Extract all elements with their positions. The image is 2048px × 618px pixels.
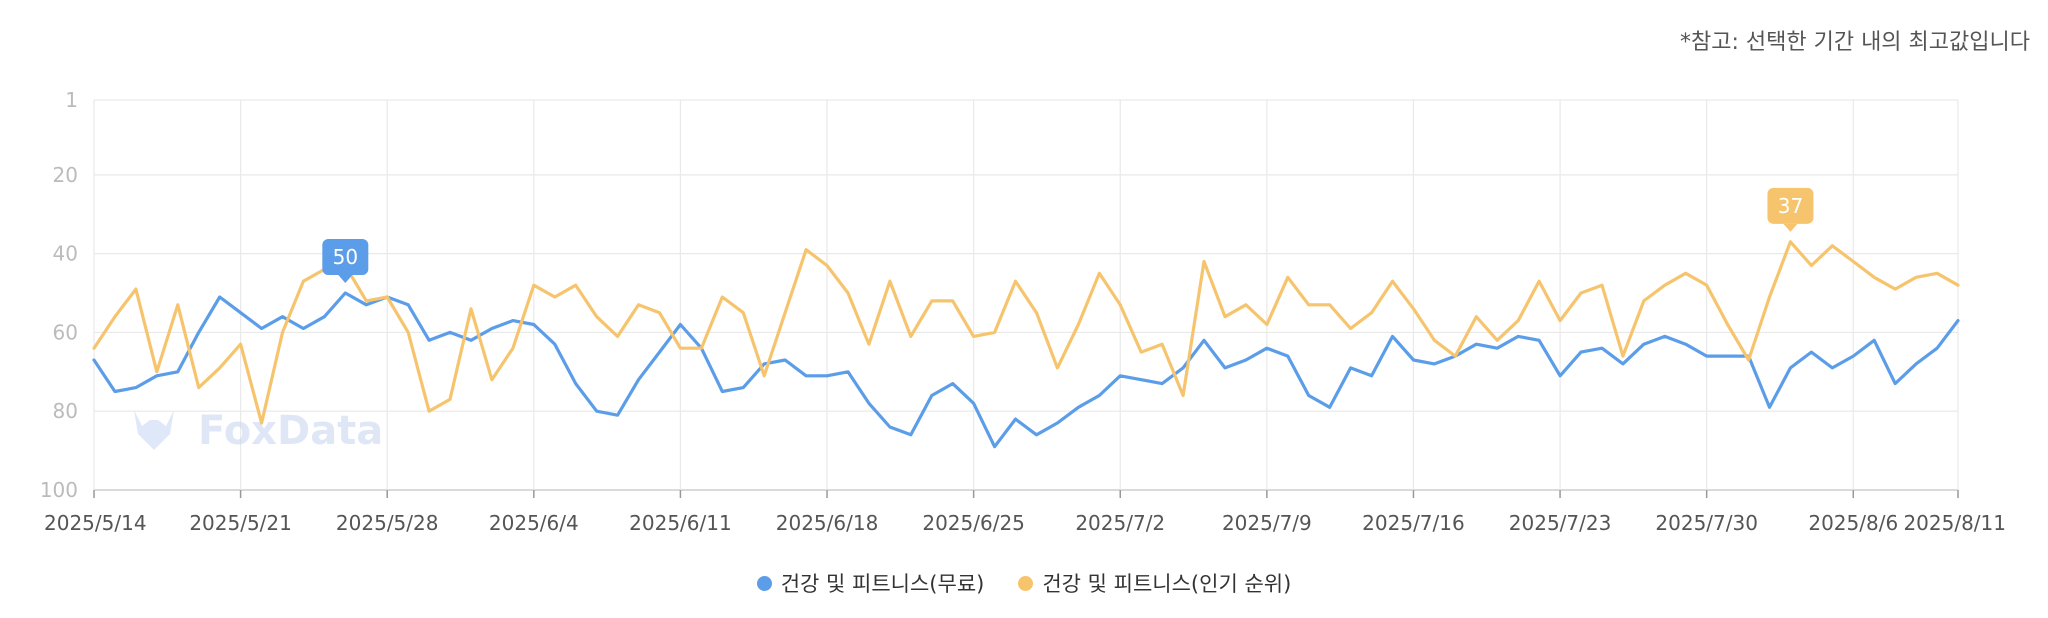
legend-item-popular[interactable]: 건강 및 피트니스(인기 순위)	[1018, 568, 1291, 598]
x-tick-label: 2025/7/2	[1075, 511, 1165, 535]
y-tick-label: 20	[53, 163, 78, 187]
peak-callout-0: 50	[322, 239, 369, 284]
y-tick-label: 60	[53, 320, 78, 344]
peak-callout-box	[1767, 187, 1814, 224]
x-tick-label: 2025/6/25	[922, 511, 1025, 535]
legend-dot-popular	[1018, 575, 1034, 591]
peak-callout-label: 37	[1778, 194, 1803, 218]
watermark-text: FoxData	[198, 408, 383, 454]
legend-item-free[interactable]: 건강 및 피트니스(무료)	[756, 568, 985, 598]
legend-label-popular: 건강 및 피트니스(인기 순위)	[1042, 572, 1292, 596]
chart-note: *참고: 선택한 기간 내의 최고값입니다	[1680, 30, 2030, 55]
legend-dot-free	[756, 575, 772, 591]
x-tick-label: 2025/7/9	[1222, 511, 1312, 535]
y-tick-label: 1	[65, 88, 78, 112]
y-tick-label: 40	[53, 242, 78, 266]
x-tick-label: 2025/7/23	[1509, 511, 1612, 535]
series-lines	[92, 240, 1960, 449]
peak-callout-pointer	[1783, 223, 1798, 232]
x-tick-label: 2025/6/4	[489, 511, 579, 535]
x-tick-label: 2025/8/11	[1903, 511, 2006, 535]
x-tick-label: 2025/7/16	[1362, 511, 1465, 535]
peak-callout-box	[322, 239, 369, 276]
peak-callout-pointer	[338, 275, 353, 284]
x-tick-label: 2025/6/18	[776, 511, 879, 535]
legend-label-free: 건강 및 피트니스(무료)	[780, 572, 985, 596]
peak-callout-1: 37	[1767, 187, 1814, 232]
y-tick-label: 100	[40, 478, 78, 502]
x-tick-label: 2025/5/14	[44, 511, 147, 535]
x-tick-label: 2025/7/30	[1655, 511, 1758, 535]
y-axis-ticks: 1 20 40 60 80 100	[40, 88, 78, 502]
legend: 건강 및 피트니스(무료) 건강 및 피트니스(인기 순위)	[0, 568, 2048, 598]
x-tick-label: 2025/8/6	[1808, 511, 1898, 535]
x-tick-label: 2025/6/11	[629, 511, 732, 535]
x-tick-label: 2025/5/21	[189, 511, 292, 535]
series-line-1	[92, 240, 1960, 425]
peak-callout-label: 50	[333, 245, 358, 269]
fox-logo-icon	[134, 410, 174, 450]
peak-callouts: 50 37	[322, 187, 1814, 284]
series-line-0	[92, 291, 1960, 449]
x-axis-ticks: 2025/5/14 2025/5/21 2025/5/28 2025/6/4 2025/…	[44, 490, 2006, 535]
y-tick-label: 80	[53, 399, 78, 423]
grid-lines	[93, 99, 1959, 491]
x-tick-label: 2025/5/28	[336, 511, 439, 535]
watermark: FoxData	[134, 408, 383, 454]
